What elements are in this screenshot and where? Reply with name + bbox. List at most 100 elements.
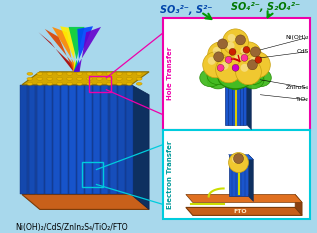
Circle shape bbox=[250, 47, 260, 57]
Polygon shape bbox=[39, 32, 80, 72]
Polygon shape bbox=[74, 26, 93, 72]
Circle shape bbox=[230, 49, 256, 75]
Bar bbox=[45, 85, 52, 195]
Circle shape bbox=[232, 156, 239, 163]
Ellipse shape bbox=[87, 82, 93, 85]
Polygon shape bbox=[45, 29, 80, 72]
Polygon shape bbox=[22, 72, 149, 85]
Circle shape bbox=[241, 54, 248, 61]
Ellipse shape bbox=[107, 72, 112, 75]
Ellipse shape bbox=[27, 82, 33, 85]
Circle shape bbox=[208, 42, 234, 68]
Ellipse shape bbox=[47, 72, 53, 75]
Ellipse shape bbox=[200, 69, 222, 87]
Circle shape bbox=[203, 52, 229, 78]
Bar bbox=[126, 85, 133, 195]
Circle shape bbox=[243, 46, 250, 53]
Ellipse shape bbox=[136, 82, 142, 85]
Ellipse shape bbox=[77, 72, 82, 75]
Ellipse shape bbox=[207, 67, 229, 85]
Ellipse shape bbox=[225, 66, 246, 84]
Circle shape bbox=[227, 42, 235, 50]
Ellipse shape bbox=[136, 77, 142, 80]
Circle shape bbox=[221, 62, 229, 70]
Polygon shape bbox=[186, 195, 302, 202]
Circle shape bbox=[229, 48, 236, 55]
Text: CdS: CdS bbox=[297, 49, 309, 54]
Ellipse shape bbox=[116, 82, 122, 85]
Ellipse shape bbox=[77, 82, 82, 85]
Ellipse shape bbox=[47, 82, 53, 85]
Bar bbox=[61, 85, 68, 195]
Circle shape bbox=[235, 54, 243, 62]
Polygon shape bbox=[68, 27, 85, 72]
Circle shape bbox=[241, 64, 249, 72]
Ellipse shape bbox=[107, 77, 112, 80]
Bar bbox=[29, 85, 36, 195]
Ellipse shape bbox=[57, 72, 63, 75]
Circle shape bbox=[232, 64, 239, 71]
Ellipse shape bbox=[225, 72, 246, 90]
Polygon shape bbox=[295, 195, 302, 215]
Ellipse shape bbox=[207, 71, 229, 89]
Circle shape bbox=[225, 56, 232, 63]
Ellipse shape bbox=[27, 77, 33, 80]
Ellipse shape bbox=[242, 67, 264, 85]
Circle shape bbox=[229, 153, 249, 172]
Bar bbox=[225, 70, 246, 125]
Bar bbox=[20, 85, 27, 195]
Ellipse shape bbox=[223, 66, 249, 74]
Text: Hole Transfer: Hole Transfer bbox=[167, 47, 173, 100]
Circle shape bbox=[213, 47, 221, 55]
Polygon shape bbox=[246, 70, 251, 130]
Text: SO₃²⁻, S²⁻: SO₃²⁻, S²⁻ bbox=[160, 5, 212, 15]
Ellipse shape bbox=[126, 82, 132, 85]
Circle shape bbox=[248, 60, 257, 70]
Text: TiO₂: TiO₂ bbox=[296, 97, 309, 102]
Polygon shape bbox=[60, 26, 80, 72]
Bar bbox=[229, 154, 249, 196]
Text: ZnIn₂S₄: ZnIn₂S₄ bbox=[286, 85, 309, 90]
Ellipse shape bbox=[136, 72, 142, 75]
Ellipse shape bbox=[57, 77, 63, 80]
Circle shape bbox=[222, 37, 248, 63]
Bar bbox=[118, 85, 125, 195]
Ellipse shape bbox=[67, 77, 73, 80]
Circle shape bbox=[214, 52, 223, 62]
Polygon shape bbox=[52, 27, 80, 72]
Polygon shape bbox=[22, 195, 149, 209]
Ellipse shape bbox=[37, 77, 43, 80]
Text: Ni(OH)₂/CdS/ZnIn₂S₄/TiO₂/FTO: Ni(OH)₂/CdS/ZnIn₂S₄/TiO₂/FTO bbox=[15, 223, 128, 232]
Polygon shape bbox=[131, 85, 149, 209]
Polygon shape bbox=[249, 154, 253, 202]
Ellipse shape bbox=[67, 72, 73, 75]
Ellipse shape bbox=[96, 77, 102, 80]
Text: SO₄²⁻, S₂O₄²⁻: SO₄²⁻, S₂O₄²⁻ bbox=[231, 2, 300, 12]
Polygon shape bbox=[74, 27, 101, 72]
Circle shape bbox=[216, 57, 242, 83]
Ellipse shape bbox=[47, 77, 53, 80]
Bar bbox=[93, 85, 100, 195]
Ellipse shape bbox=[87, 72, 93, 75]
Ellipse shape bbox=[218, 67, 253, 89]
Circle shape bbox=[217, 64, 224, 71]
Circle shape bbox=[218, 39, 228, 49]
Ellipse shape bbox=[116, 72, 122, 75]
Bar bbox=[53, 85, 60, 195]
Ellipse shape bbox=[37, 82, 43, 85]
Circle shape bbox=[241, 47, 249, 55]
Circle shape bbox=[223, 29, 249, 55]
Ellipse shape bbox=[107, 82, 112, 85]
Ellipse shape bbox=[87, 77, 93, 80]
Polygon shape bbox=[229, 154, 253, 160]
Circle shape bbox=[249, 57, 257, 65]
Ellipse shape bbox=[57, 82, 63, 85]
Circle shape bbox=[244, 52, 270, 78]
Polygon shape bbox=[186, 207, 302, 215]
Ellipse shape bbox=[96, 82, 102, 85]
Circle shape bbox=[208, 57, 216, 65]
Circle shape bbox=[234, 154, 243, 164]
Ellipse shape bbox=[96, 72, 102, 75]
Circle shape bbox=[228, 34, 236, 42]
Text: Electron Transfer: Electron Transfer bbox=[167, 140, 173, 209]
